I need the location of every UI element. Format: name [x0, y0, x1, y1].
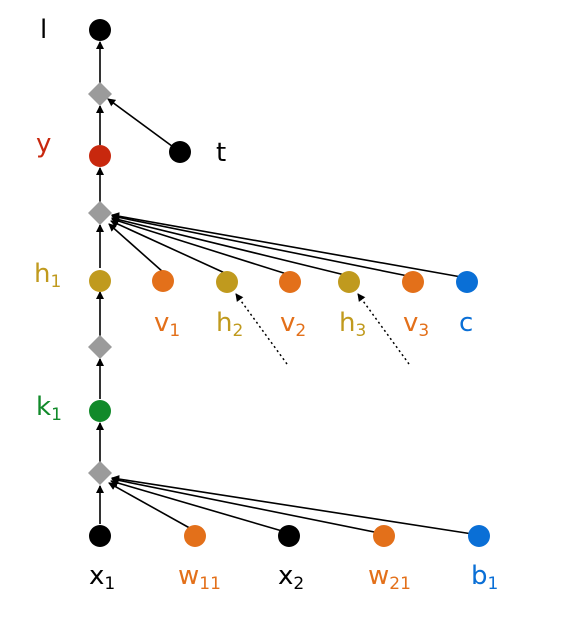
- node-l: [89, 19, 111, 41]
- node-v3: [402, 271, 424, 293]
- node-h3: [338, 271, 360, 293]
- label-x2-base: x: [278, 561, 293, 591]
- label-t: t: [216, 138, 226, 168]
- label-w11: w11: [178, 561, 221, 594]
- label-y: y: [36, 129, 51, 159]
- edge-v1-to-op: [108, 223, 164, 273]
- edge-v2-to-op: [111, 217, 291, 276]
- node-h2: [216, 271, 238, 293]
- node-x1: [89, 525, 111, 547]
- op-diamond-h1: [88, 335, 112, 359]
- label-w21: w21: [368, 561, 411, 594]
- node-t: [169, 141, 191, 163]
- edge-c-to-op: [111, 212, 468, 279]
- edge-h3-to-op: [111, 215, 350, 277]
- label-b1-base: b: [471, 561, 488, 591]
- fan-edges: [107, 98, 480, 536]
- label-h2: h2: [216, 308, 243, 341]
- edge-b1-to-op: [111, 475, 480, 536]
- label-h2-base: h: [216, 308, 232, 338]
- label-x1-sub: 1: [104, 574, 115, 594]
- label-v2-sub: 2: [295, 321, 306, 341]
- op-diamond-y: [88, 201, 112, 225]
- node-y: [89, 145, 111, 167]
- label-x1-base: x: [89, 561, 104, 591]
- op-diamonds: [88, 82, 112, 485]
- label-v2: v2: [280, 308, 306, 341]
- label-h2-sub: 2: [232, 321, 243, 341]
- label-h3-base: h: [339, 308, 355, 338]
- edge-x2-to-op: [110, 479, 290, 534]
- edge-w11-to-op: [108, 482, 196, 532]
- label-b1-sub: 1: [488, 574, 499, 594]
- label-h3-sub: 3: [355, 321, 366, 341]
- label-x2-sub: 2: [293, 574, 304, 594]
- label-c: c: [459, 308, 473, 338]
- label-h1: h1: [34, 259, 61, 292]
- label-w21-base: w: [368, 561, 389, 591]
- label-v1-sub: 1: [169, 321, 180, 341]
- label-w21-sub: 21: [389, 574, 411, 594]
- label-k1: k1: [36, 392, 62, 425]
- label-v3-base: v: [403, 308, 418, 338]
- node-b1: [468, 525, 490, 547]
- label-v3: v3: [403, 308, 429, 341]
- label-l: l: [40, 15, 47, 45]
- label-h1-sub: 1: [50, 272, 61, 292]
- node-k1: [89, 400, 111, 422]
- op-diamond-loss: [88, 82, 112, 106]
- node-w21: [373, 525, 395, 547]
- dotted-edges: [235, 293, 410, 365]
- label-w11-base: w: [178, 561, 199, 591]
- label-v1: v1: [154, 308, 180, 341]
- label-v1-base: v: [154, 308, 169, 338]
- label-k1-sub: 1: [51, 405, 62, 425]
- node-v2: [279, 271, 301, 293]
- node-c: [456, 271, 478, 293]
- edge-t-to-op: [107, 98, 181, 153]
- edge-h2-to-op: [110, 220, 228, 275]
- node-x2: [278, 525, 300, 547]
- label-v2-base: v: [280, 308, 295, 338]
- label-h1-base: h: [34, 259, 50, 289]
- edge-v3-to-op: [111, 213, 414, 278]
- labels: l t y h1 v1 h2 v2 h3 v3 c k1 x1 w11 x2 w…: [34, 15, 498, 594]
- node-w11: [184, 525, 206, 547]
- op-diamond-k1: [88, 461, 112, 485]
- label-w11-sub: 11: [199, 574, 221, 594]
- edge-w21-to-op: [111, 476, 385, 535]
- label-x1: x1: [89, 561, 115, 594]
- label-k1-base: k: [36, 392, 51, 422]
- label-h3: h3: [339, 308, 366, 341]
- nodes: [89, 19, 490, 547]
- label-v3-sub: 3: [418, 321, 429, 341]
- label-b1: b1: [471, 561, 498, 594]
- label-x2: x2: [278, 561, 304, 594]
- node-v1: [152, 270, 174, 292]
- node-h1: [89, 270, 111, 292]
